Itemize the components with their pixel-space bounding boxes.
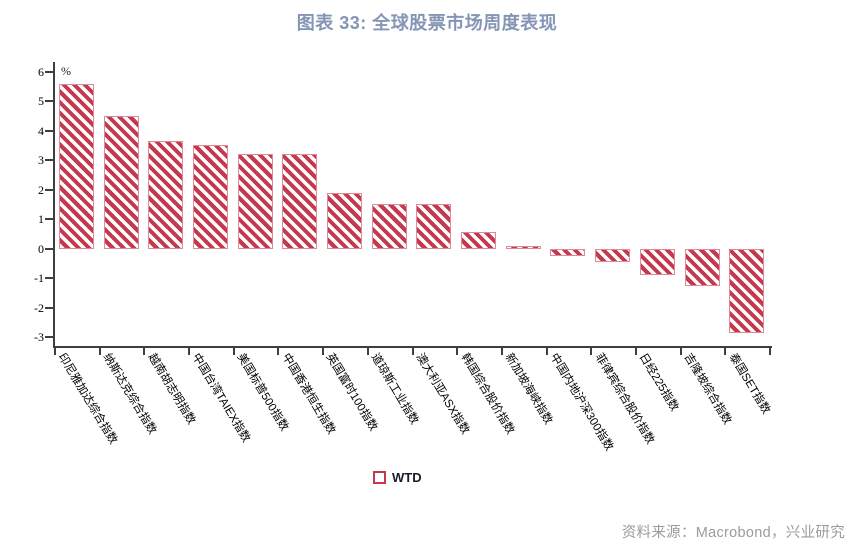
y-axis-tick bbox=[45, 70, 53, 73]
y-axis-tick bbox=[45, 129, 53, 132]
bar bbox=[237, 154, 273, 249]
legend-label: WTD bbox=[392, 470, 422, 485]
y-axis-tick-label: 0 bbox=[38, 241, 44, 256]
bar bbox=[595, 248, 631, 262]
y-axis-tick-label: -2 bbox=[34, 300, 44, 315]
legend: WTD bbox=[373, 470, 422, 485]
x-axis-tick bbox=[590, 348, 593, 355]
category-label: 吉隆坡综合指数 bbox=[681, 351, 734, 427]
x-axis-tick bbox=[277, 348, 280, 355]
y-axis-tick bbox=[45, 336, 53, 339]
y-axis-tick bbox=[45, 218, 53, 221]
y-axis-tick-label: 3 bbox=[38, 153, 44, 168]
bar bbox=[282, 154, 318, 249]
y-axis-tick bbox=[45, 247, 53, 250]
x-axis-tick bbox=[724, 348, 727, 355]
y-axis-tick-label: -3 bbox=[34, 330, 44, 345]
x-axis-tick bbox=[500, 348, 503, 355]
y-axis-tick bbox=[45, 306, 53, 309]
category-label: 道琼斯工业指数 bbox=[368, 351, 421, 427]
bar bbox=[371, 204, 407, 249]
x-axis-tick bbox=[98, 348, 101, 355]
x-axis-tick bbox=[143, 348, 146, 355]
x-axis-tick bbox=[366, 348, 369, 355]
x-axis-line bbox=[53, 346, 772, 348]
y-axis-line bbox=[53, 62, 55, 348]
category-label: 越南胡志明指数 bbox=[145, 351, 198, 427]
category-label: 美国标普500指数 bbox=[234, 351, 291, 434]
wtd-series-swatch-icon bbox=[373, 471, 386, 484]
y-axis-tick-label: 4 bbox=[38, 123, 44, 138]
bar bbox=[729, 248, 765, 333]
bar bbox=[326, 192, 362, 249]
bar bbox=[505, 245, 541, 249]
x-axis-tick bbox=[769, 348, 772, 355]
chart-title: 图表 33: 全球股票市场周度表现 bbox=[296, 13, 558, 33]
bar bbox=[103, 115, 139, 249]
y-axis-tick-label: -1 bbox=[34, 271, 44, 286]
y-axis-tick bbox=[45, 159, 53, 162]
x-axis-tick bbox=[545, 348, 548, 355]
bar bbox=[684, 248, 720, 286]
source-note: 资料来源：Macrobond，兴业研究 bbox=[621, 525, 845, 541]
category-label: 泰国SET指数 bbox=[726, 351, 772, 417]
y-axis-tick-label: 6 bbox=[38, 64, 44, 79]
bar bbox=[461, 232, 497, 249]
x-axis-tick bbox=[411, 348, 414, 355]
category-label: 新加坡海峡指数 bbox=[502, 351, 555, 427]
x-axis-tick bbox=[679, 348, 682, 355]
y-axis-unit-label: % bbox=[61, 64, 71, 78]
y-axis-tick bbox=[45, 100, 53, 103]
x-axis-tick bbox=[54, 348, 56, 355]
x-axis-tick bbox=[456, 348, 459, 355]
bar bbox=[639, 248, 675, 276]
y-axis-tick-label: 1 bbox=[38, 212, 44, 227]
bar bbox=[416, 204, 452, 249]
x-axis-tick bbox=[322, 348, 325, 355]
x-axis-tick bbox=[188, 348, 191, 355]
bar bbox=[550, 248, 586, 257]
bar bbox=[58, 83, 94, 249]
y-axis-tick-label: 5 bbox=[38, 94, 44, 109]
y-axis-tick bbox=[45, 188, 53, 191]
y-axis-tick bbox=[45, 277, 53, 280]
bar bbox=[148, 141, 184, 249]
category-label: 日经225指数 bbox=[636, 351, 681, 414]
x-axis-tick bbox=[232, 348, 235, 355]
y-axis-tick-label: 2 bbox=[38, 182, 44, 197]
x-axis-tick bbox=[634, 348, 637, 355]
bar bbox=[192, 145, 228, 249]
